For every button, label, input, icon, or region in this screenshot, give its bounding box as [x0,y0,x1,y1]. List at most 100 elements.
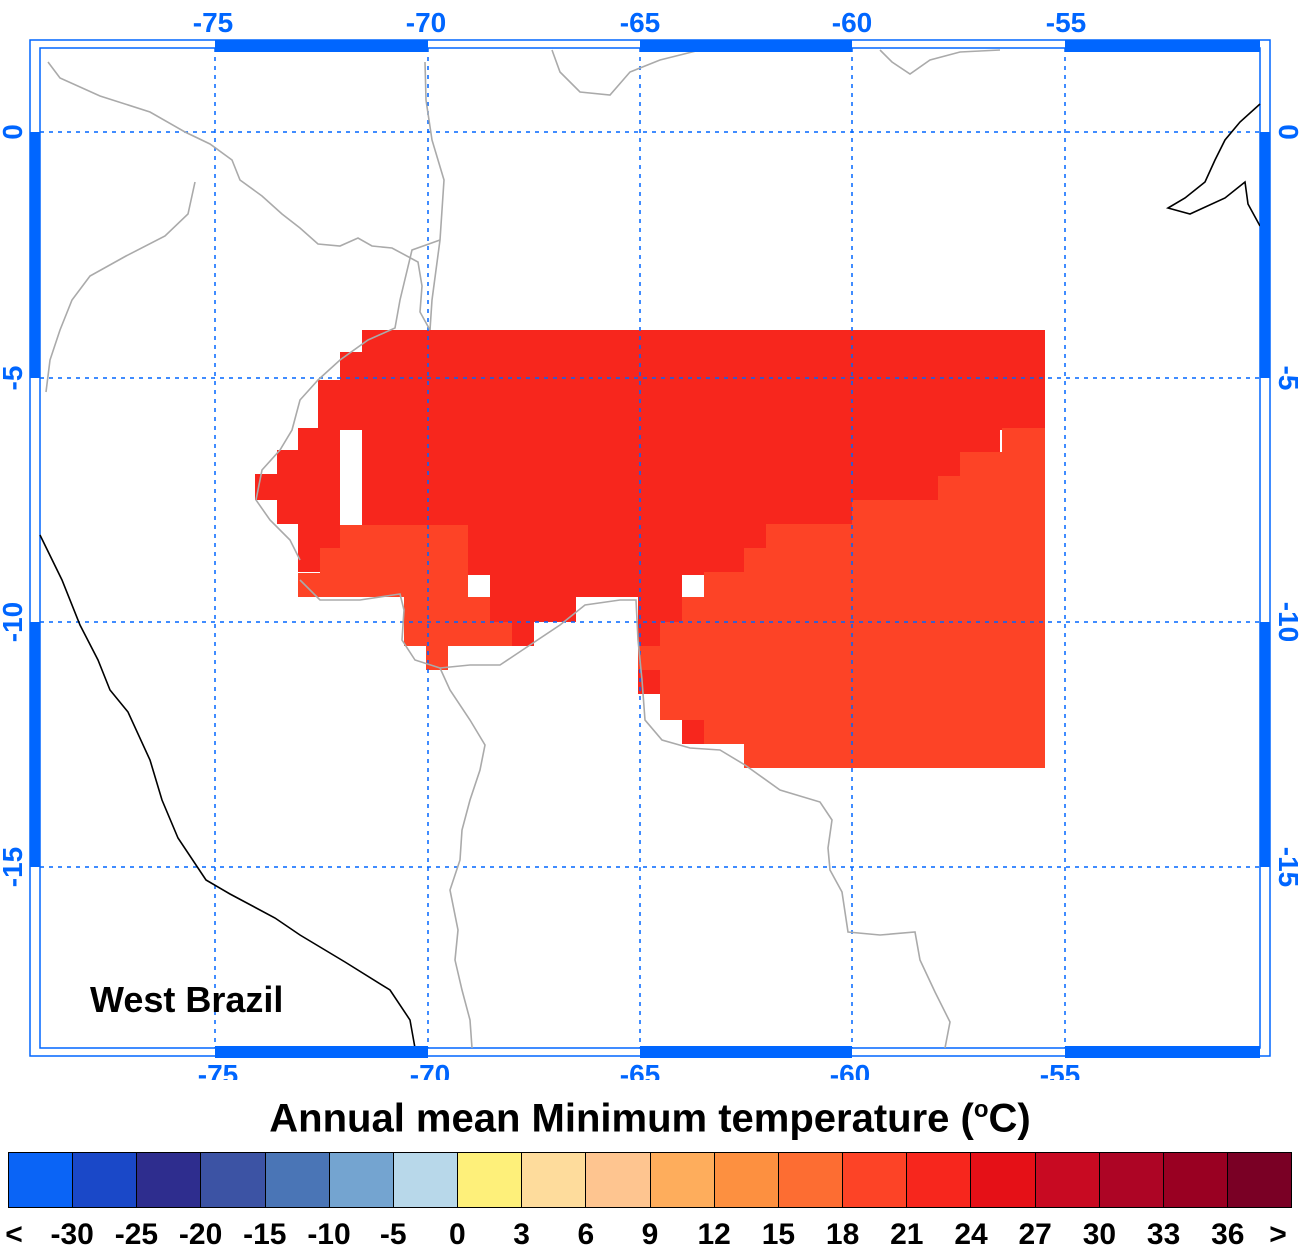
lon-label-bottom: -60 [830,1059,870,1080]
colorbar-swatch [9,1153,74,1207]
colorbar-swatch [586,1153,651,1207]
fill-cell [468,525,744,575]
fill-cell [298,428,340,452]
colorbar-swatch [137,1153,202,1207]
fill-cell [852,476,938,500]
fill-cell [744,524,766,548]
colorbar-swatch [1099,1153,1164,1207]
fill-cell [704,572,744,744]
colorbar-swatch [1227,1153,1292,1207]
colorbar-swatch [73,1153,138,1207]
fill-cell [960,430,1000,452]
fill-cell [277,450,340,474]
lat-label-right: 0 [1273,124,1300,140]
fill-cell [277,500,340,524]
colorbar-swatch [1163,1153,1228,1207]
fill-cell [298,548,320,572]
lat-label-right: -5 [1273,366,1300,391]
map-panel: -75 -70 -65 -60 -55 -75 -70 -65 -60 -55 … [0,7,1300,1080]
fill-cell [255,474,340,500]
colorbar-tick-label: 33 [1146,1218,1181,1251]
axis-bars [30,40,1270,1058]
lat-labels-left: 0 -5 -10 -15 [0,124,28,887]
colorbar-tick-label: -25 [114,1218,159,1251]
colorbar-tick-label: 24 [954,1218,988,1251]
fill-cell [852,500,938,768]
lon-label-top: -55 [1046,7,1086,38]
colorbar-tick-label: 21 [890,1218,924,1251]
colorbar [8,1152,1292,1208]
lat-label-left: -5 [0,366,28,391]
lon-label-bottom: -65 [620,1059,660,1080]
colorbar-tick-label: -30 [50,1218,94,1251]
fill-cell [298,524,340,548]
colorbar-swatch [1035,1153,1100,1207]
colorbar-swatch [458,1153,523,1207]
temperature-fill [255,330,1045,768]
colorbar-tick-label: -5 [379,1218,407,1251]
colorbar-tick-label: 30 [1082,1218,1117,1251]
fill-cell [404,597,490,622]
lon-label-bottom: -70 [410,1059,450,1080]
colorbar-tick-label: 36 [1211,1218,1245,1251]
fill-cell [682,720,704,744]
fill-cell [426,646,448,670]
colorbar-tick-label: 12 [697,1218,731,1251]
lon-label-top: -60 [832,7,872,38]
lon-label-top: -65 [620,7,660,38]
colorbar-swatch [907,1153,972,1207]
lat-label-right: -10 [1273,602,1300,642]
colorbar-swatch [329,1153,394,1207]
colorbar-title-unit: C) [988,1096,1031,1141]
colorbar-tick-label: 6 [577,1218,595,1251]
fill-cell [638,646,660,670]
fill-cell [318,380,340,430]
lat-label-left: 0 [0,124,28,140]
country-borders [45,49,1001,1049]
lat-label-left: -10 [0,602,28,642]
colorbar-tick-label: -20 [178,1218,223,1251]
colorbar-tick-label: 18 [825,1218,860,1251]
fill-cell [1002,428,1045,768]
region-label: West Brazil [90,979,283,1020]
fill-cell [340,525,468,573]
colorbar-swatch [971,1153,1036,1207]
fill-cell [638,622,660,646]
fill-cell [320,548,340,573]
fill-cell [490,597,576,622]
fill-cell [766,524,852,768]
colorbar-tick-label: -15 [243,1218,287,1251]
colorbar-swatch [265,1153,330,1207]
fill-cell [298,573,468,597]
colorbar-swatch [393,1153,459,1207]
colorbar-title-degree: o [973,1096,989,1123]
lon-label-top: -70 [406,7,446,38]
fill-cell [362,330,1045,430]
lon-labels-top: -75 -70 -65 -60 -55 [193,7,1086,38]
colorbar-swatch [714,1153,779,1207]
colorbar-tick-label: 3 [513,1218,530,1251]
fill-cell [638,597,682,622]
fill-cell [340,352,362,430]
colorbar-swatch [843,1153,908,1207]
colorbar-tick-label: > [1269,1218,1287,1251]
colorbar-tick-label: 27 [1018,1218,1052,1251]
fill-cell [660,694,682,720]
colorbar-tick-label: -10 [307,1218,351,1251]
fill-cell [682,597,704,720]
lon-label-bottom: -75 [198,1059,238,1080]
lat-labels-right: 0 -5 -10 -15 [1273,124,1300,887]
fill-cell [766,500,852,524]
lon-label-bottom: -55 [1040,1059,1080,1080]
fill-cell [490,575,682,597]
colorbar-title: Annual mean Minimum temperature (oC) [0,1096,1300,1141]
colorbar-swatch [201,1153,266,1207]
fill-cell [638,670,660,694]
colorbar-tick-label: < [5,1218,23,1251]
lon-labels-bottom: -75 -70 -65 -60 -55 [198,1059,1080,1080]
fill-cell [404,622,512,646]
lat-label-right: -15 [1273,847,1300,887]
colorbar-title-text: Annual mean Minimum temperature ( [269,1096,974,1141]
lat-label-left: -15 [0,847,28,887]
colorbar-swatch [522,1153,587,1207]
